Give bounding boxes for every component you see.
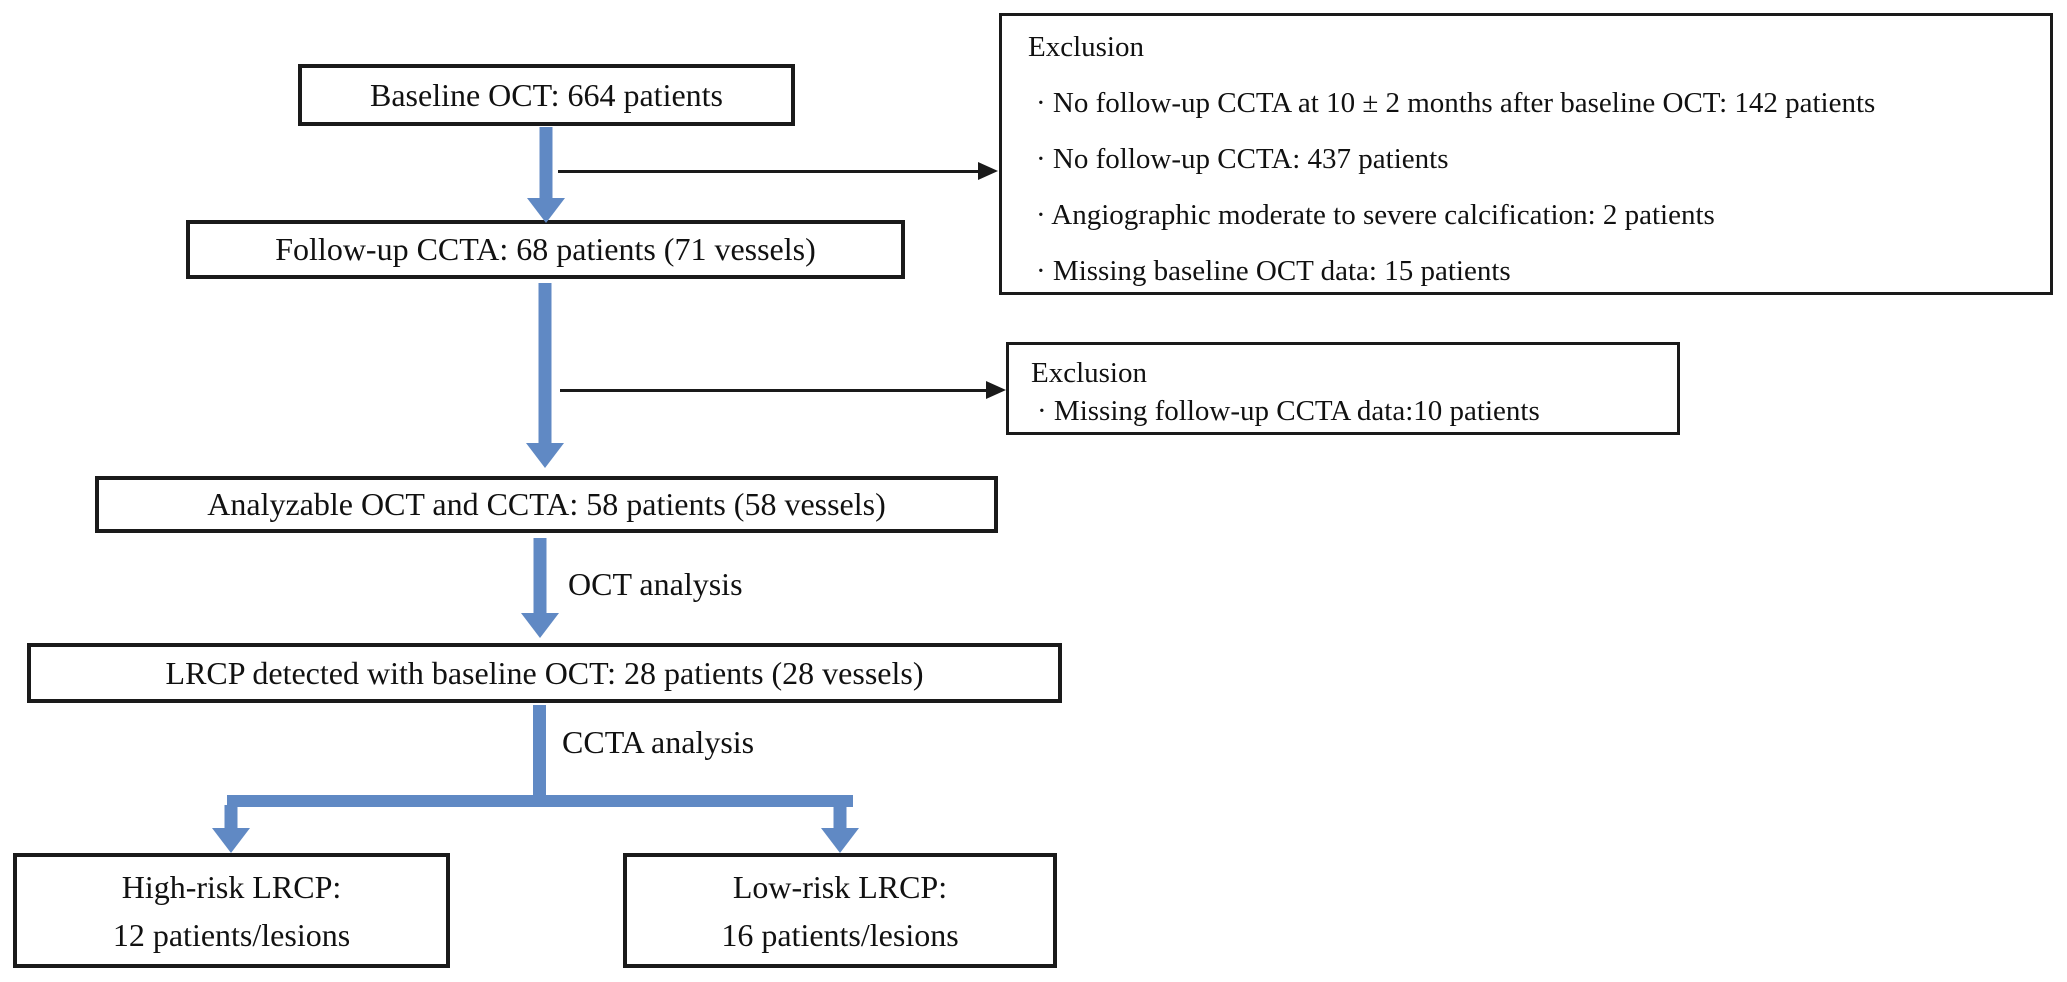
node-followup-ccta-label: Follow-up CCTA: 68 patients (71 vessels) [275, 231, 816, 268]
arrow-branch-to-low-risk-icon [820, 805, 860, 853]
arrow-followup-to-analyzable-icon [525, 283, 565, 468]
node-followup-ccta: Follow-up CCTA: 68 patients (71 vessels) [186, 220, 905, 279]
node-baseline-oct: Baseline OCT: 664 patients [298, 64, 795, 126]
node-high-risk: High-risk LRCP: 12 patients/lesions [13, 853, 450, 968]
arrow-line [560, 388, 989, 392]
node-high-risk-line1: High-risk LRCP: [121, 868, 342, 905]
edge-label-oct-analysis: OCT analysis [568, 566, 743, 602]
arrow-shaft [533, 538, 547, 615]
exclusion-item: · Angiographic moderate to severe calcif… [1036, 199, 1715, 231]
arrow-head [986, 381, 1006, 399]
node-lrcp-detected-label: LRCP detected with baseline OCT: 28 pati… [165, 654, 924, 691]
exclusion-box-1-list: · No follow-up CCTA at 10 ± 2 months aft… [1028, 86, 2030, 288]
exclusion-box-1: Exclusion · No follow-up CCTA at 10 ± 2 … [999, 13, 2053, 295]
arrow-head [821, 828, 859, 853]
exclusion-item: · No follow-up CCTA at 10 ± 2 months aft… [1036, 87, 1876, 119]
exclusion-box-2-title: Exclusion [1031, 357, 1147, 389]
node-low-risk: Low-risk LRCP: 16 patients/lesions [623, 853, 1057, 968]
arrow-head [527, 198, 565, 223]
exclusion-item: · Missing baseline OCT data: 15 patients [1036, 255, 1511, 287]
node-analyzable-label: Analyzable OCT and CCTA: 58 patients (58… [207, 486, 886, 523]
node-lrcp-detected: LRCP detected with baseline OCT: 28 pati… [27, 643, 1062, 703]
node-baseline-oct-label: Baseline OCT: 664 patients [369, 76, 723, 113]
arrow-analyzable-to-lrcp-icon [520, 538, 560, 638]
arrow-branch-to-high-risk-icon [211, 805, 251, 853]
arrow-shaft [538, 283, 552, 445]
edge-label-ccta-analysis: CCTA analysis [562, 724, 755, 760]
arrow-shaft [539, 127, 553, 200]
arrow-head [526, 443, 564, 468]
branch-stem [533, 705, 546, 800]
node-low-risk-line1: Low-risk LRCP: [732, 868, 948, 905]
exclusion-box-2-list: · Missing follow-up CCTA data:10 patient… [1031, 393, 1659, 429]
arrow-to-exclusion-2-icon [560, 381, 1006, 399]
arrow-head [212, 828, 250, 853]
exclusion-item: · No follow-up CCTA: 437 patients [1036, 143, 1449, 175]
arrow-baseline-to-followup-icon [526, 127, 566, 223]
arrow-head [978, 162, 998, 180]
exclusion-item: · Missing follow-up CCTA data:10 patient… [1037, 395, 1540, 427]
node-low-risk-line2: 16 patients/lesions [721, 916, 959, 953]
node-high-risk-line2: 12 patients/lesions [112, 916, 351, 953]
arrow-shaft [224, 805, 238, 830]
branch-bar [227, 795, 853, 807]
node-analyzable: Analyzable OCT and CCTA: 58 patients (58… [95, 476, 998, 533]
arrow-head [521, 613, 559, 638]
exclusion-box-1-title: Exclusion [1028, 31, 1144, 63]
exclusion-box-2: Exclusion · Missing follow-up CCTA data:… [1006, 342, 1680, 435]
arrow-shaft [833, 805, 847, 830]
arrow-to-exclusion-1-icon [558, 162, 998, 180]
arrow-line [558, 169, 981, 173]
